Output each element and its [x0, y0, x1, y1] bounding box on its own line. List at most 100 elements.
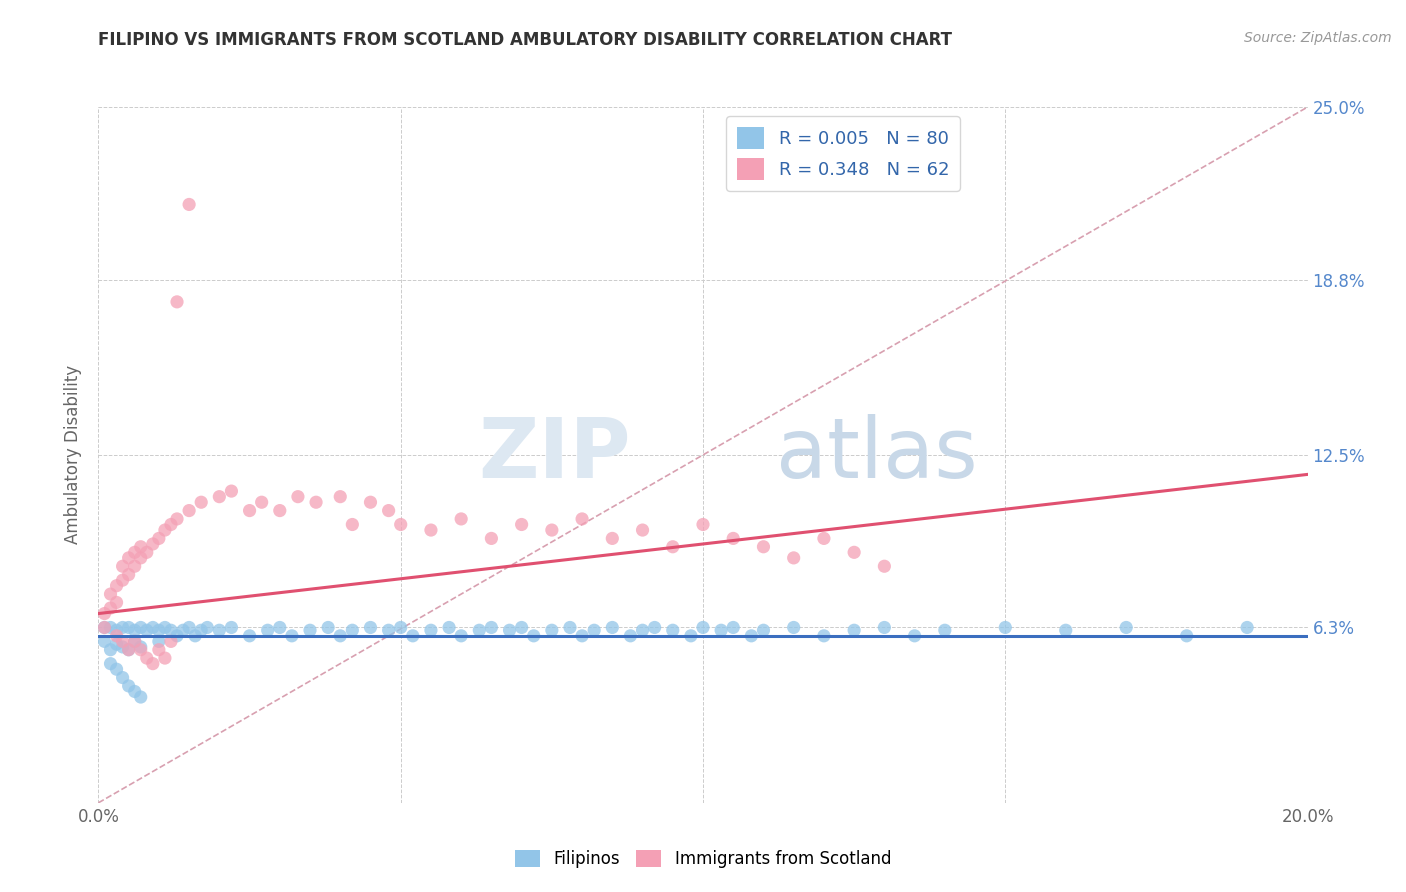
Point: [135, 651, 157, 665]
Point: [540, 624, 562, 638]
Point: [100, 601, 122, 615]
Point: [148, 642, 170, 657]
Point: [437, 620, 460, 634]
Point: [142, 620, 165, 634]
Point: [148, 532, 170, 546]
Point: [105, 662, 128, 676]
Point: [523, 629, 546, 643]
Point: [571, 629, 593, 643]
Point: [179, 197, 201, 211]
Point: [129, 540, 152, 554]
Legend: R = 0.005   N = 80, R = 0.348   N = 62: R = 0.005 N = 80, R = 0.348 N = 62: [727, 116, 960, 191]
Point: [281, 629, 304, 643]
Point: [377, 503, 399, 517]
Point: [389, 517, 412, 532]
Point: [111, 640, 134, 654]
Point: [179, 503, 201, 517]
Text: Source: ZipAtlas.com: Source: ZipAtlas.com: [1244, 31, 1392, 45]
Point: [135, 545, 157, 559]
Point: [481, 532, 503, 546]
Point: [360, 620, 382, 634]
Point: [105, 624, 128, 638]
Point: [124, 545, 146, 559]
Text: FILIPINO VS IMMIGRANTS FROM SCOTLAND AMBULATORY DISABILITY CORRELATION CHART: FILIPINO VS IMMIGRANTS FROM SCOTLAND AMB…: [98, 31, 952, 49]
Point: [153, 620, 176, 634]
Y-axis label: Ambulatory Disability: Ambulatory Disability: [65, 366, 83, 544]
Point: [752, 540, 775, 554]
Point: [402, 629, 425, 643]
Point: [644, 620, 666, 634]
Point: [195, 620, 218, 634]
Point: [813, 532, 835, 546]
Point: [179, 620, 201, 634]
Point: [124, 634, 146, 648]
Point: [813, 629, 835, 643]
Point: [111, 620, 134, 634]
Point: [105, 629, 128, 643]
Text: atlas: atlas: [776, 415, 977, 495]
Point: [166, 294, 188, 309]
Point: [783, 550, 806, 565]
Point: [342, 517, 364, 532]
Point: [631, 523, 654, 537]
Point: [100, 620, 122, 634]
Point: [148, 624, 170, 638]
Point: [129, 550, 152, 565]
Point: [93, 620, 115, 634]
Point: [166, 512, 188, 526]
Point: [100, 587, 122, 601]
Point: [118, 550, 141, 565]
Point: [93, 620, 115, 634]
Point: [510, 517, 533, 532]
Point: [904, 629, 927, 643]
Point: [662, 540, 685, 554]
Point: [377, 624, 399, 638]
Point: [269, 620, 291, 634]
Point: [118, 679, 141, 693]
Point: [540, 523, 562, 537]
Point: [100, 642, 122, 657]
Point: [468, 624, 491, 638]
Point: [111, 559, 134, 574]
Point: [190, 495, 212, 509]
Point: [631, 624, 654, 638]
Point: [129, 620, 152, 634]
Point: [994, 620, 1017, 634]
Point: [571, 512, 593, 526]
Point: [692, 517, 714, 532]
Point: [740, 629, 762, 643]
Point: [679, 629, 702, 643]
Point: [287, 490, 309, 504]
Point: [129, 642, 152, 657]
Point: [420, 523, 443, 537]
Point: [239, 503, 262, 517]
Point: [723, 620, 745, 634]
Point: [111, 671, 134, 685]
Point: [160, 517, 183, 532]
Point: [105, 579, 128, 593]
Point: [710, 624, 733, 638]
Point: [93, 634, 115, 648]
Point: [221, 620, 243, 634]
Text: ZIP: ZIP: [478, 415, 630, 495]
Point: [93, 607, 115, 621]
Point: [481, 620, 503, 634]
Point: [190, 624, 212, 638]
Point: [844, 624, 866, 638]
Point: [1175, 629, 1198, 643]
Point: [329, 490, 352, 504]
Legend: Filipinos, Immigrants from Scotland: Filipinos, Immigrants from Scotland: [508, 843, 898, 875]
Point: [723, 532, 745, 546]
Point: [105, 637, 128, 651]
Point: [148, 634, 170, 648]
Point: [172, 624, 194, 638]
Point: [256, 624, 278, 638]
Point: [873, 620, 896, 634]
Point: [166, 629, 188, 643]
Point: [160, 634, 183, 648]
Point: [111, 573, 134, 587]
Point: [142, 537, 165, 551]
Point: [752, 624, 775, 638]
Point: [342, 624, 364, 638]
Point: [153, 651, 176, 665]
